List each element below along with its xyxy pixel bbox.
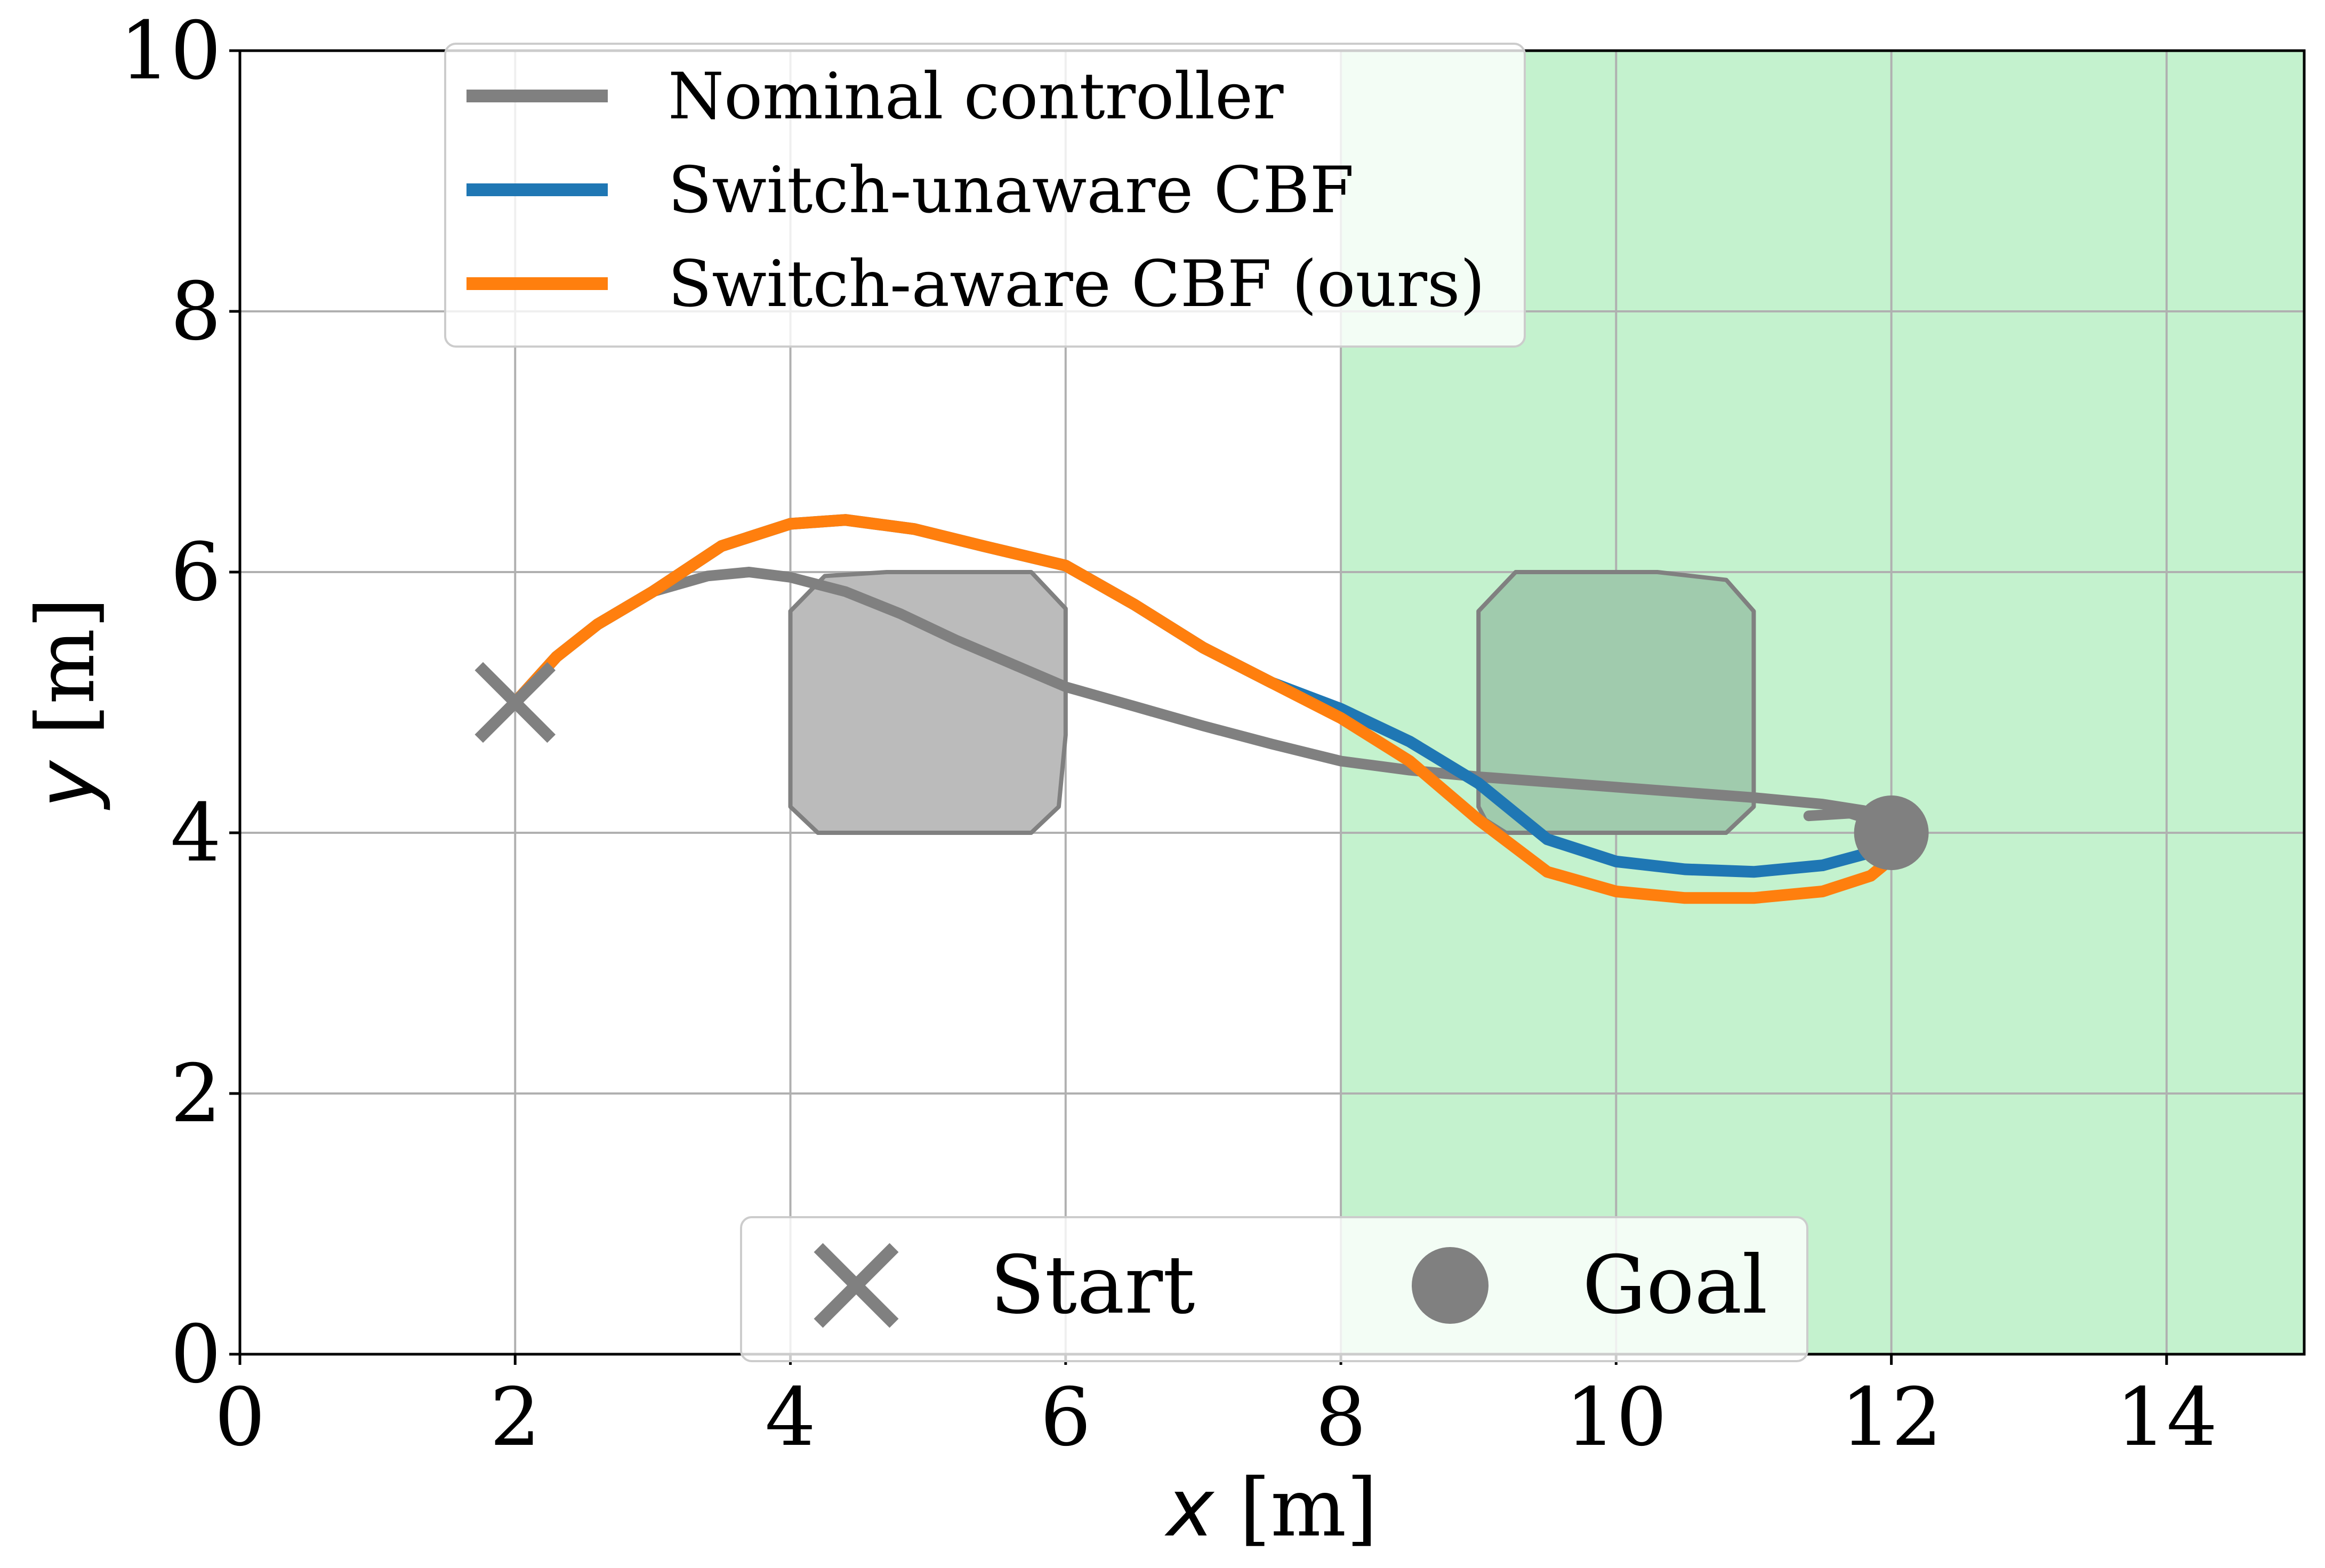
x-tick-label: 8	[1315, 1371, 1366, 1464]
y-axis-unit: [m]	[20, 597, 112, 761]
x-tick-label: 10	[1565, 1371, 1667, 1464]
series-line-3	[509, 514, 1897, 904]
x-tick-label: 2	[490, 1371, 541, 1464]
x-axis-unit: [m]	[1214, 1462, 1378, 1555]
y-tick-label: 4	[171, 787, 221, 880]
y-axis-ticks: 0 2 4 6 8 10	[119, 5, 240, 1401]
legend-line-label: Nominal controller	[668, 60, 1284, 134]
y-tick-label: 6	[171, 526, 221, 619]
x-tick-label: 12	[1840, 1371, 1942, 1464]
legend-start-x-icon	[814, 1243, 899, 1328]
legend-trajectories: Nominal controller Switch-unaware CBF Swit…	[444, 43, 1526, 348]
y-tick-label: 2	[171, 1048, 221, 1140]
y-tick-label: 0	[171, 1308, 221, 1401]
x-axis-var: x	[1164, 1462, 1215, 1555]
legend-line-label: Switch-unaware CBF	[668, 154, 1354, 228]
obstacle-1	[788, 570, 1068, 835]
legend-start-label: Start	[990, 1239, 1195, 1332]
obstacles	[788, 570, 1756, 835]
x-axis-title: x [m]	[1164, 1462, 1378, 1555]
x-tick-label: 6	[1040, 1371, 1091, 1464]
start-marker	[474, 662, 556, 743]
legend-goal-label: Goal	[1582, 1239, 1768, 1332]
y-axis-title: y [m]	[20, 597, 112, 810]
x-tick-label: 14	[2115, 1371, 2217, 1464]
y-tick-label: 10	[119, 5, 221, 98]
series-line-1	[510, 567, 1897, 832]
y-tick-label: 8	[171, 266, 221, 358]
start-goal-markers	[474, 662, 1929, 870]
x-tick-label: 0	[214, 1371, 265, 1464]
x-axis-ticks: 0 2 4 6 8 10 12 14	[214, 1354, 2217, 1464]
x-tick-label: 4	[765, 1371, 816, 1464]
legend-goal-circle-icon	[1412, 1247, 1489, 1324]
y-axis-var: y	[20, 760, 112, 810]
goal-marker	[1854, 795, 1929, 870]
legend-marker-box	[740, 1216, 1808, 1362]
legend-line-label: Switch-aware CBF (ours)	[668, 247, 1485, 321]
legend-box	[444, 43, 1526, 348]
legend-start-goal: Start Goal	[740, 1216, 1808, 1362]
trajectories	[509, 514, 1897, 904]
